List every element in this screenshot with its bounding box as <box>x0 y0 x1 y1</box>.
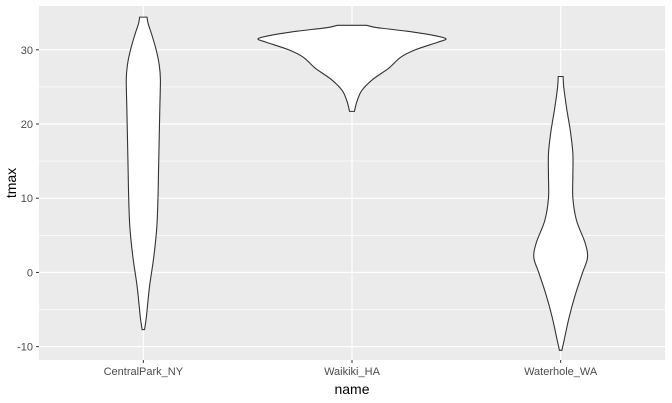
violin-Waterhole_WA <box>533 75 589 351</box>
x-axis: CentralPark_NY Waikiki_HA Waterhole_WA <box>104 360 598 378</box>
y-tick-label: 10 <box>21 193 33 205</box>
violin-Waikiki_HA <box>257 24 447 112</box>
y-tick-label: 30 <box>21 45 33 57</box>
y-tick-label: 20 <box>21 119 33 131</box>
y-axis-title: tmax <box>3 168 19 198</box>
violins <box>125 16 589 351</box>
y-tick-label: 0 <box>27 267 33 279</box>
y-axis: -10 0 10 20 30 <box>17 45 39 354</box>
violin-CentralPark_NY <box>125 16 161 331</box>
y-tick-label: -10 <box>17 342 33 354</box>
x-axis-title: name <box>334 381 369 397</box>
x-tick-label: Waterhole_WA <box>524 366 598 378</box>
x-tick-label: Waikiki_HA <box>324 366 380 378</box>
x-tick-label: CentralPark_NY <box>104 366 184 378</box>
